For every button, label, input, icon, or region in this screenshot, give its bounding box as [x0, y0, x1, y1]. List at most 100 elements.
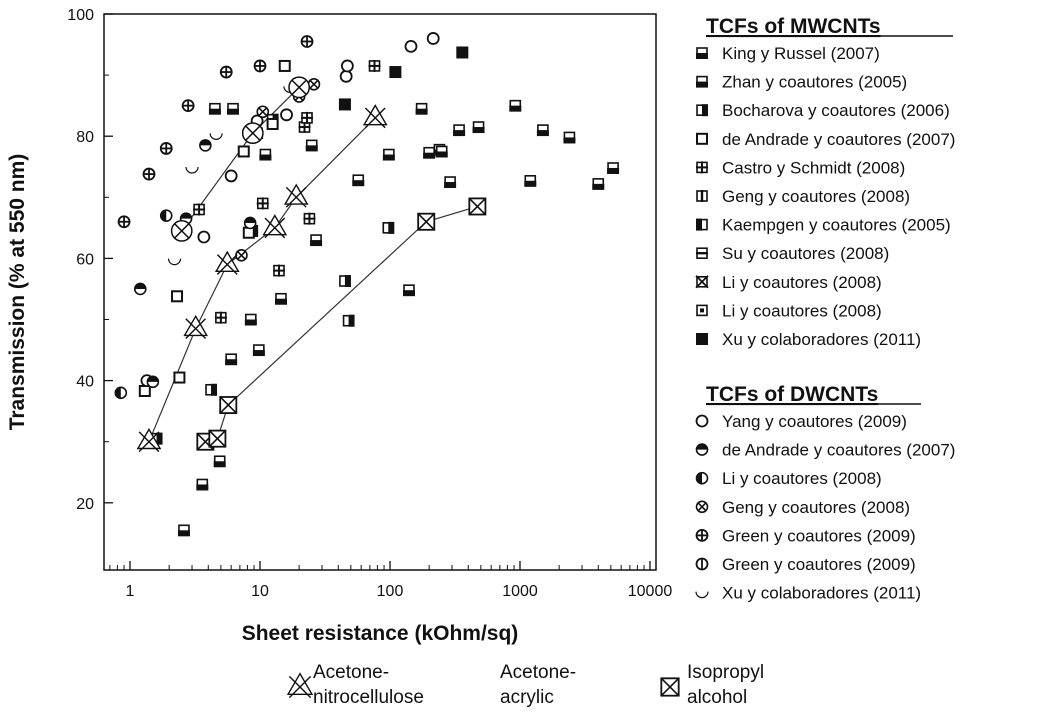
data-point — [177, 524, 190, 537]
data-point — [472, 121, 485, 134]
plot-area — [103, 13, 657, 571]
solvent-legend-label: nitrocellulose — [313, 687, 424, 708]
y-tick-label: 40 — [76, 374, 94, 391]
data-point — [607, 162, 620, 174]
legend-marker — [695, 591, 709, 599]
data-point — [456, 46, 469, 59]
data-point — [208, 102, 221, 115]
data-point — [352, 174, 365, 187]
legend-marker — [696, 304, 708, 317]
data-point — [256, 197, 269, 210]
legend-entry-label: Green y coautores (2009) — [722, 526, 916, 545]
data-point — [167, 258, 182, 266]
data-point — [235, 249, 248, 262]
data-point — [453, 124, 466, 137]
legend-entry-label: Kaempgen y coautores (2005) — [722, 216, 951, 235]
line-point — [288, 76, 311, 99]
data-point — [536, 124, 549, 137]
x-axis-title: Sheet resistance (kOhm/sq) — [242, 622, 519, 645]
data-point — [300, 35, 314, 48]
solvent-legend-label: Acetone- — [313, 662, 389, 683]
data-point — [280, 108, 293, 122]
line-point — [241, 122, 264, 145]
y-tick-label: 80 — [76, 129, 94, 146]
data-point — [272, 264, 285, 277]
data-point — [199, 139, 212, 152]
data-point — [415, 102, 428, 115]
data-point — [435, 145, 448, 158]
data-point — [592, 178, 605, 190]
y-axis-title: Transmission (% at 550 nm) — [6, 154, 29, 431]
data-point — [133, 282, 147, 296]
data-point — [301, 111, 314, 124]
data-point — [225, 353, 238, 366]
y-tick-label: 60 — [76, 251, 94, 268]
solvent-legend-marker — [660, 677, 680, 697]
solvent-legend-label: Isopropyl — [687, 662, 764, 683]
legend-marker — [696, 47, 708, 59]
line-point — [468, 197, 487, 216]
data-point — [404, 39, 418, 53]
legend-marker — [696, 104, 708, 117]
legend-entry-label: Xu y colaboradores (2011) — [722, 584, 921, 603]
legend-marker — [696, 75, 708, 88]
data-point — [173, 371, 186, 384]
legend-marker — [696, 333, 708, 345]
legend-marker — [695, 414, 709, 428]
data-point — [213, 455, 226, 468]
data-point — [382, 221, 395, 234]
data-point — [253, 59, 267, 73]
data-point — [146, 375, 160, 389]
legend: TCFs of MWCNTs King y Russel (2007) Zhan y… — [695, 15, 955, 603]
data-point — [171, 290, 184, 303]
data-point — [185, 166, 199, 174]
data-point — [117, 215, 131, 229]
data-point — [209, 133, 223, 140]
solvent-legend: Acetone-nitrocellulose Acetone-acrylic Iso… — [286, 662, 764, 708]
plot-frame — [103, 13, 657, 571]
legend-entry-label: Su y coautores (2008) — [722, 244, 889, 263]
x-tick-label: 10 — [251, 583, 269, 600]
data-point — [224, 169, 238, 183]
legend-group-title: TCFs of DWCNTs — [706, 383, 878, 406]
data-point — [423, 146, 436, 159]
data-point — [338, 98, 351, 111]
line-point — [170, 220, 193, 242]
data-point — [303, 212, 316, 225]
line-point — [183, 314, 209, 340]
legend-entry-label: Xu y colaboradores (2011) — [722, 330, 921, 349]
legend-entry-label: Li y coautores (2008) — [722, 469, 882, 488]
data-point — [340, 59, 354, 73]
legend-entry-label: Li y coautores (2008) — [722, 273, 882, 292]
data-point — [524, 175, 537, 187]
line-point — [283, 183, 309, 208]
data-point — [339, 69, 353, 83]
x-tick-label: 10000 — [628, 583, 673, 600]
data-point — [142, 167, 156, 181]
data-point — [159, 209, 173, 222]
line-point — [417, 212, 436, 231]
x-tick-label: 1000 — [502, 583, 538, 600]
legend-entry-label: Green y coautores (2009) — [722, 555, 916, 574]
legend-entry-label: Geng y coautores (2008) — [722, 498, 910, 517]
legend-marker — [695, 275, 709, 289]
data-point — [138, 384, 151, 397]
legend-marker — [696, 190, 708, 202]
data-point — [227, 102, 240, 115]
data-point — [444, 176, 457, 189]
legend-entry-label: Zhan y coautores (2005) — [722, 73, 907, 92]
data-point — [426, 32, 440, 45]
legend-entry-label: de Andrade y coautores (2007) — [722, 130, 955, 149]
data-point — [310, 234, 323, 247]
legend-marker — [695, 557, 709, 571]
solvent-legend-marker — [286, 672, 314, 699]
data-point — [256, 105, 270, 119]
legend-marker — [695, 443, 709, 456]
solvent-legend-label: alcohol — [687, 687, 747, 708]
legend-marker — [696, 247, 708, 259]
data-point — [205, 383, 218, 396]
legend-entry-label: Geng y coautores (2008) — [722, 187, 910, 206]
legend-marker — [695, 471, 709, 485]
legend-marker — [696, 218, 708, 231]
